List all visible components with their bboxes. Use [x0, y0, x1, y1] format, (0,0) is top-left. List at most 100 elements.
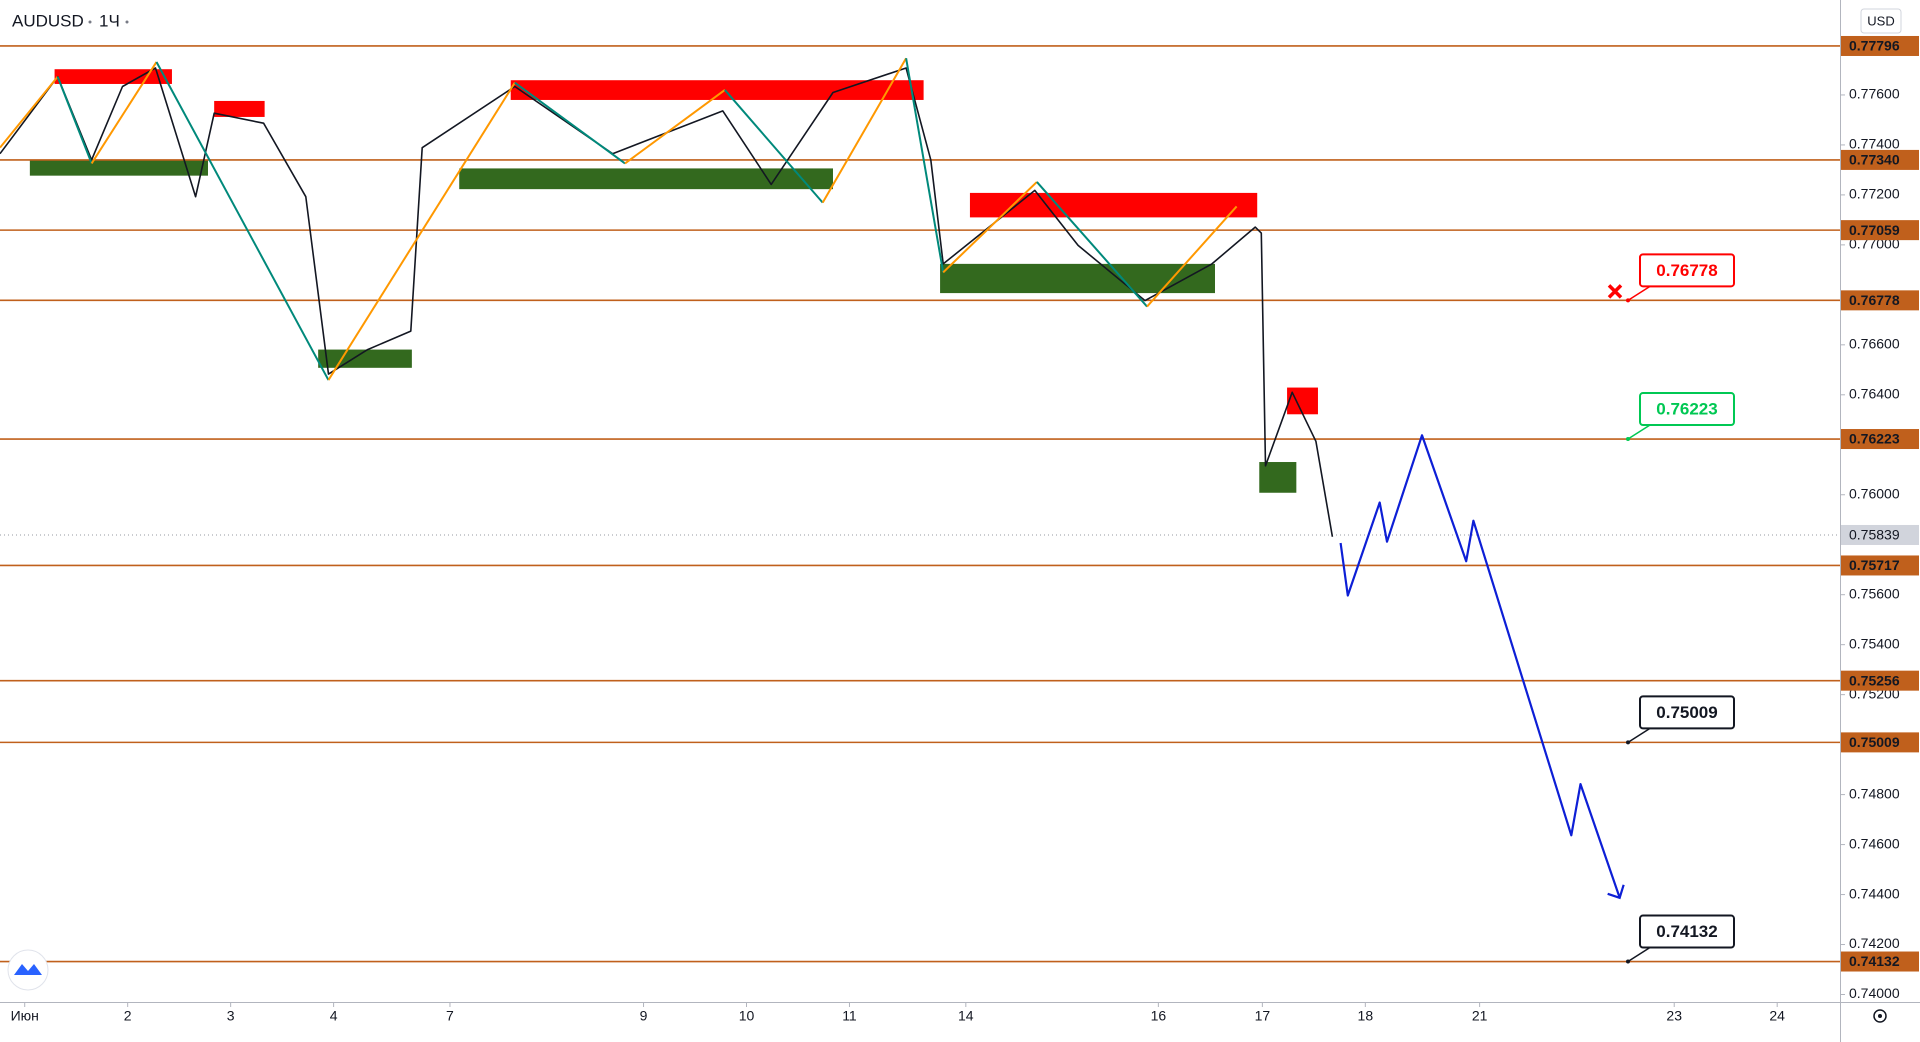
level-label: 0.74132: [1849, 953, 1900, 969]
cancel-mark: [1607, 284, 1623, 299]
level-label-bg: [1841, 220, 1919, 241]
y-tick-label: 0.76400: [1849, 386, 1900, 402]
zigzag-segment: [1036, 181, 1148, 308]
separator-dot: [88, 20, 92, 24]
x-tick-label: Июн: [11, 1008, 39, 1024]
zone: [1287, 387, 1318, 415]
x-tick-label: 11: [842, 1008, 857, 1024]
level-label: 0.77059: [1849, 222, 1900, 238]
zigzag-segment: [327, 82, 516, 381]
lines-layer: [0, 57, 1625, 900]
zone: [940, 263, 1215, 294]
y-tick-label: 0.74800: [1849, 785, 1900, 801]
zone: [459, 168, 833, 190]
zigzag-segment: [56, 76, 93, 164]
y-tick-label: 0.75600: [1849, 585, 1900, 601]
y-tick-label: 0.74200: [1849, 935, 1900, 951]
levels-layer: [0, 45, 1840, 963]
level-label-bg: [1841, 951, 1919, 972]
zigzag-segment: [724, 89, 824, 204]
zigzag-segment: [514, 81, 626, 165]
level-label-bg: [1841, 429, 1919, 450]
level-label: 0.75717: [1849, 557, 1900, 573]
level-label: 0.75009: [1849, 734, 1900, 750]
callout-text: 0.76778: [1656, 261, 1717, 280]
level-label: 0.77340: [1849, 152, 1900, 168]
level-label-bg: [1841, 290, 1919, 311]
callout-text: 0.75009: [1656, 703, 1717, 722]
level-label-bg: [1841, 149, 1919, 170]
symbol: AUDUSD: [12, 11, 84, 30]
zone: [318, 349, 412, 368]
price-line: [0, 67, 1334, 537]
zigzag-segment: [624, 89, 726, 165]
callout-box: [1639, 253, 1735, 288]
current-price-label: 0.75839: [1849, 527, 1900, 543]
zigzag-segment: [821, 57, 907, 204]
x-tick-label: 23: [1666, 1008, 1682, 1024]
zigzag-segment: [155, 61, 330, 381]
y-tick-label: 0.76600: [1849, 336, 1900, 352]
y-tick-label: 0.74400: [1849, 885, 1900, 901]
zone: [29, 159, 208, 176]
zigzag-segment: [905, 58, 945, 273]
y-tick-label: 0.77400: [1849, 136, 1900, 152]
separator-dot: [125, 20, 129, 24]
x-tick-label: 17: [1255, 1008, 1271, 1024]
current-price-bg: [1841, 524, 1919, 545]
logo-mark: [14, 964, 42, 975]
settings-button[interactable]: [1873, 1009, 1887, 1023]
interval[interactable]: 1Ч: [99, 11, 120, 30]
currency[interactable]: USD: [1867, 13, 1894, 28]
settings-icon: [1878, 1014, 1882, 1018]
level-label-bg: [1841, 670, 1919, 691]
y-tick-label: 0.76000: [1849, 485, 1900, 501]
zigzag-segment: [0, 76, 59, 149]
currency-button[interactable]: [1860, 8, 1902, 34]
callout-box: [1639, 695, 1735, 730]
x-tick-label: 16: [1151, 1008, 1167, 1024]
level-label-bg: [1841, 732, 1919, 753]
callout-box: [1639, 914, 1735, 949]
level-label-bg: [1841, 555, 1919, 576]
zigzag-segment: [1146, 205, 1238, 308]
zone: [214, 100, 265, 117]
x-tick-label: 3: [227, 1008, 235, 1024]
callout-text: 0.74132: [1656, 922, 1717, 941]
callout-box: [1639, 392, 1735, 427]
zone: [54, 69, 172, 84]
zigzag-segment: [942, 181, 1038, 274]
axes-layer: 0.776000.774000.772000.770000.766000.764…: [11, 35, 1919, 1024]
logo[interactable]: [7, 949, 49, 991]
callout-text: 0.76223: [1656, 400, 1717, 419]
annotations-layer: 0.76778 0.76223 0.75009 0.74132: [1607, 253, 1735, 964]
x-tick-label: 14: [958, 1008, 974, 1024]
zone: [969, 192, 1258, 218]
y-tick-label: 0.77200: [1849, 186, 1900, 202]
zone: [1259, 462, 1297, 493]
x-tick-label: 2: [124, 1008, 132, 1024]
y-tick-label: 0.74600: [1849, 835, 1900, 851]
x-tick-label: 9: [640, 1008, 648, 1024]
x-tick-label: 21: [1472, 1008, 1488, 1024]
zones-layer: [29, 69, 1318, 493]
x-tick-label: 18: [1358, 1008, 1374, 1024]
zone: [510, 80, 924, 100]
x-tick-label: 24: [1769, 1008, 1785, 1024]
x-tick-label: 10: [739, 1008, 755, 1024]
level-label: 0.76223: [1849, 431, 1900, 447]
level-label-bg: [1841, 35, 1919, 56]
level-label: 0.77796: [1849, 38, 1900, 54]
projection-arrowhead: [1607, 884, 1625, 900]
y-tick-label: 0.77600: [1849, 86, 1900, 102]
y-tick-label: 0.74000: [1849, 985, 1900, 1001]
zigzag-segment: [90, 61, 158, 164]
y-tick-label: 0.75400: [1849, 635, 1900, 651]
projection-path: [1339, 434, 1621, 899]
level-label: 0.75256: [1849, 672, 1900, 688]
level-label: 0.76778: [1849, 292, 1900, 308]
x-tick-label: 7: [446, 1008, 454, 1024]
x-tick-label: 4: [330, 1008, 338, 1024]
